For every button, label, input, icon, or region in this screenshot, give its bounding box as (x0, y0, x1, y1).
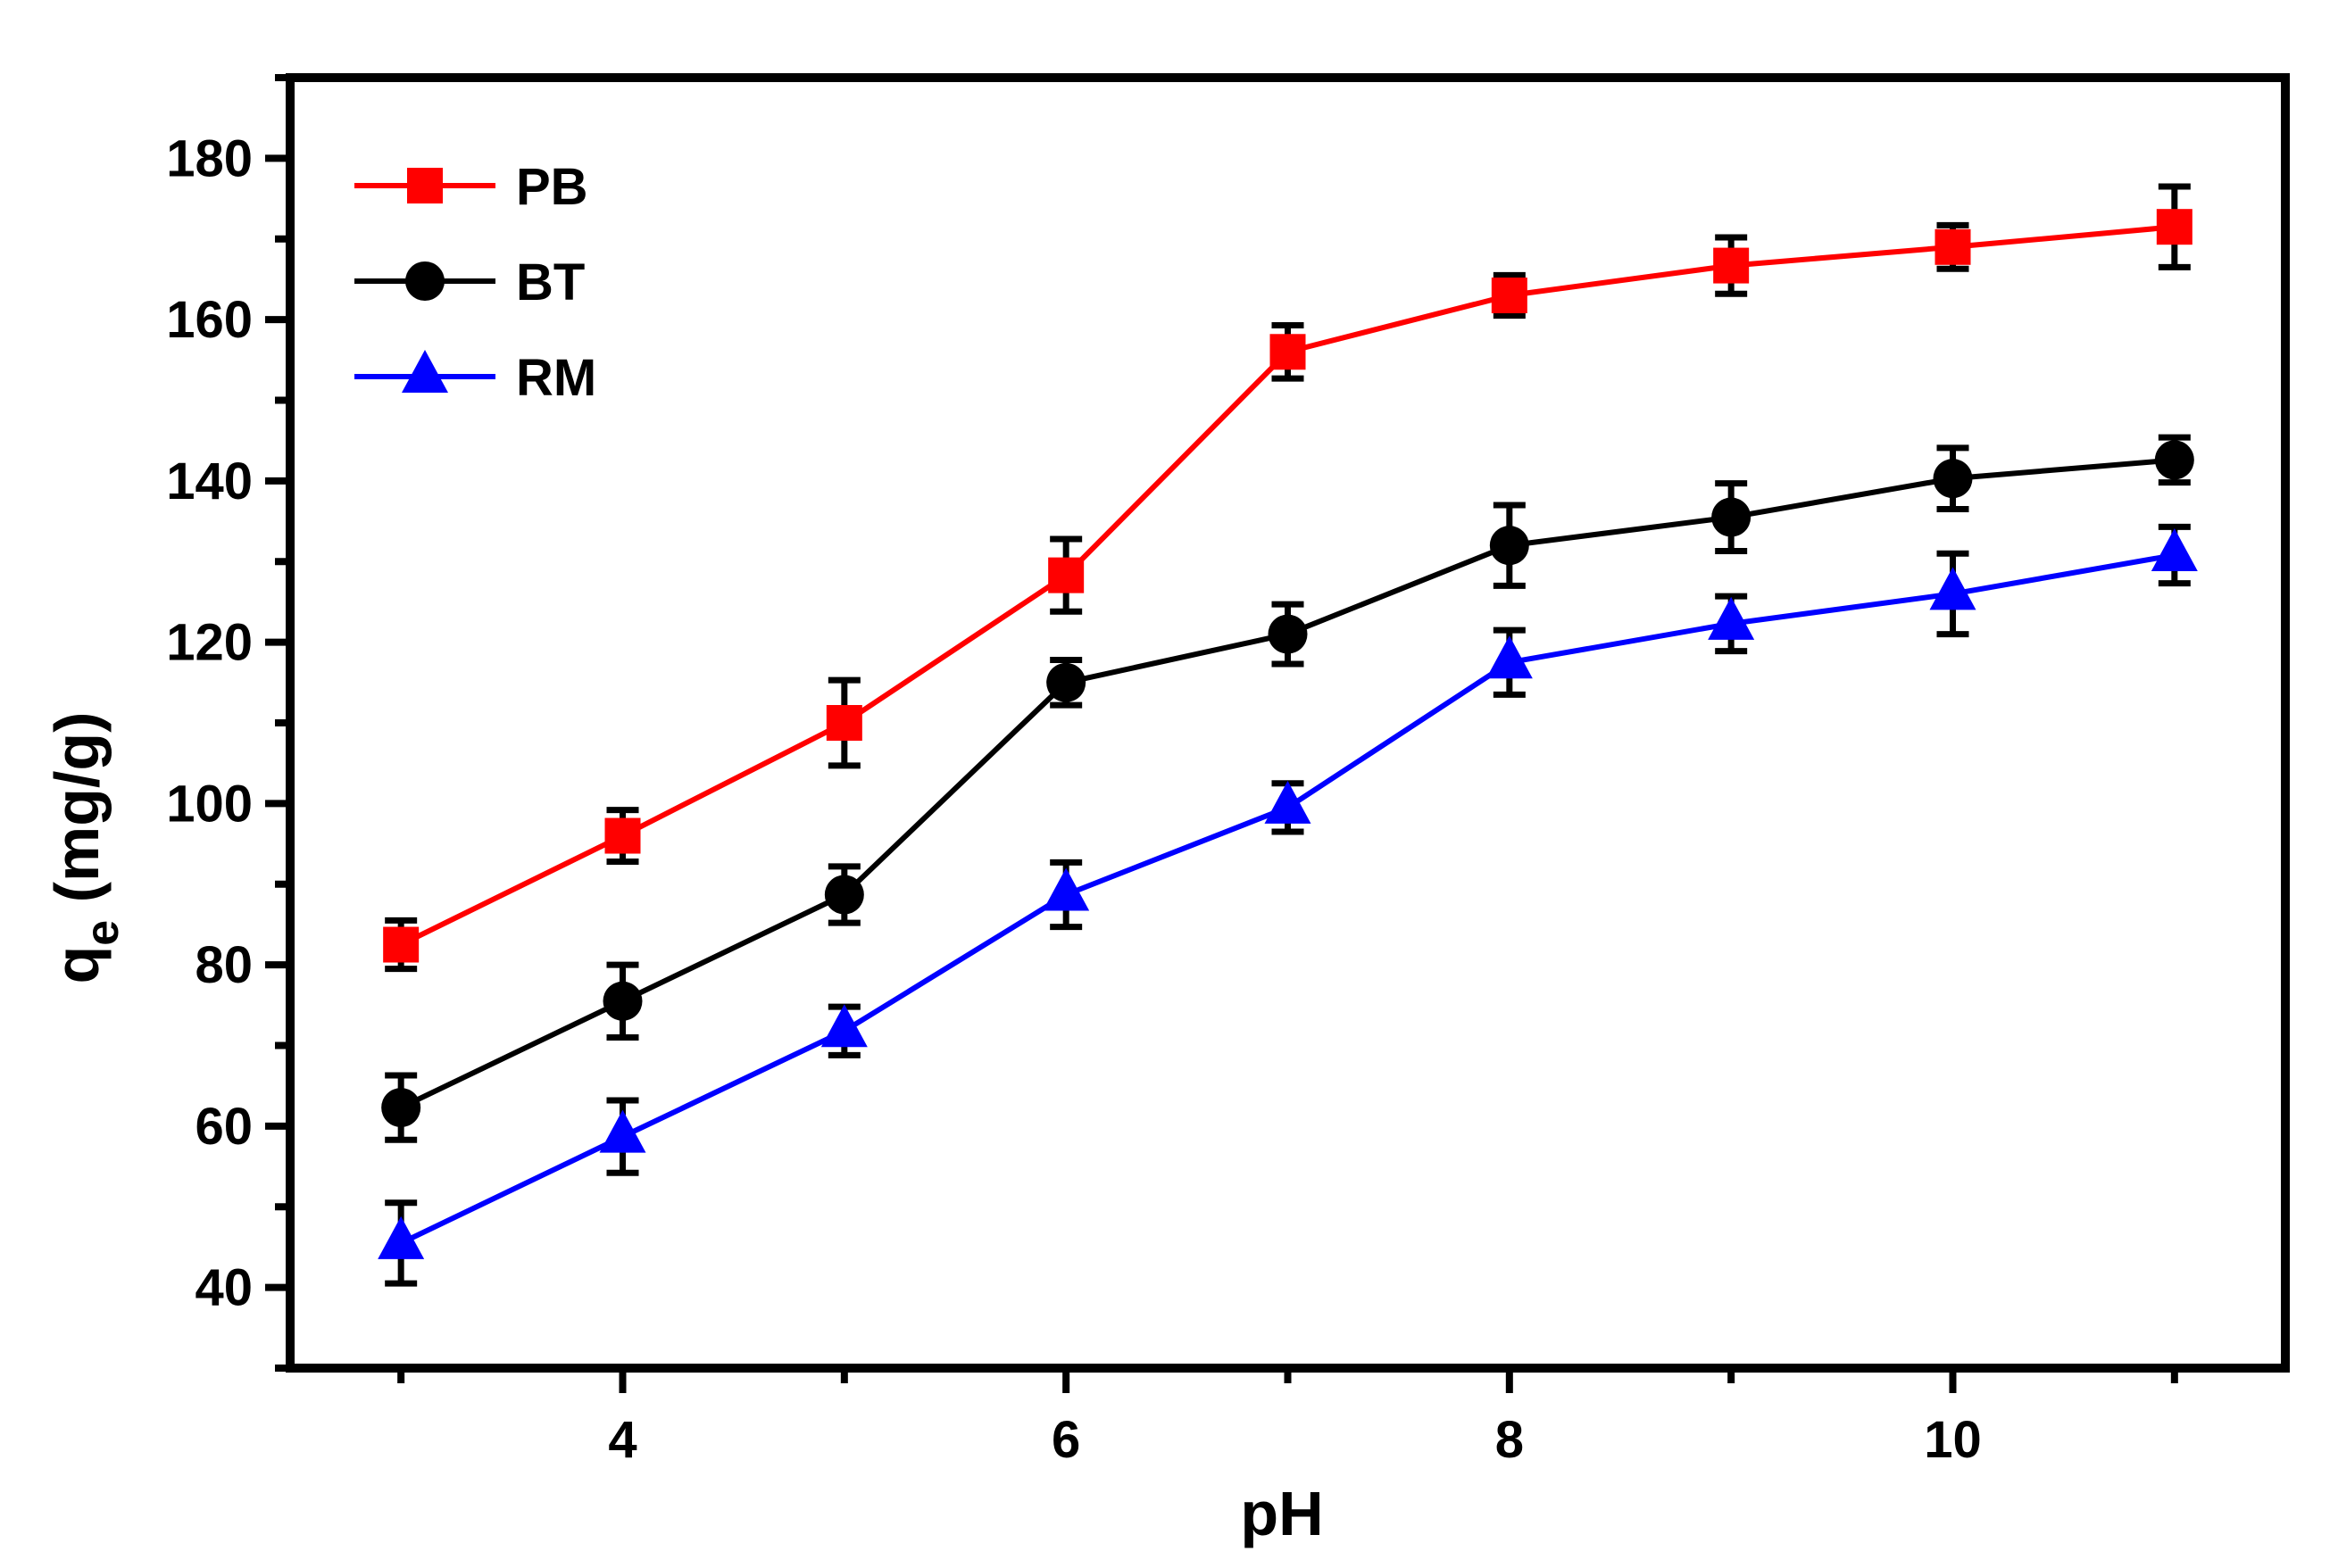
y-tick-label: 120 (166, 614, 253, 672)
data-point (1046, 662, 1086, 702)
x-tick-label: 6 (1052, 1411, 1080, 1469)
data-point (820, 1004, 868, 1048)
series-bt (381, 434, 2194, 1143)
y-axis-title-unit: (mg/g) (42, 712, 112, 920)
axes: 40 60 80 100 120 140 160 180 4 6 8 10 (166, 73, 2290, 1469)
legend-item-pb: PB (354, 158, 588, 216)
data-point (603, 981, 643, 1021)
data-point (1929, 567, 1976, 610)
legend: PB BT RM (354, 158, 596, 407)
data-point (1708, 596, 1755, 640)
x-tick-label: 4 (608, 1411, 637, 1469)
data-point (378, 1215, 425, 1259)
series-rm (378, 523, 2198, 1287)
data-point (1268, 614, 1308, 654)
data-point (1711, 497, 1751, 537)
legend-item-rm: RM (354, 349, 596, 407)
data-point (1048, 557, 1085, 593)
legend-item-bt: BT (354, 253, 585, 311)
y-axis-title-symbol: q (42, 946, 112, 984)
data-point (1269, 334, 1306, 370)
data-point (604, 817, 641, 854)
y-axis-title: qe (mg/g) (42, 712, 129, 984)
plot-series (378, 183, 2198, 1287)
data-point (1491, 278, 1527, 314)
x-axis-title: pH (1240, 1479, 1323, 1548)
legend-marker (407, 168, 443, 203)
data-point (383, 926, 420, 963)
data-point (1933, 459, 1973, 499)
data-point (599, 1109, 646, 1153)
data-point (1934, 228, 1971, 265)
legend-label: BT (516, 253, 585, 311)
legend-marker (402, 350, 448, 393)
x-tick-label: 8 (1495, 1411, 1524, 1469)
data-point (1485, 635, 1533, 679)
y-tick-label: 140 (166, 452, 253, 510)
legend-label: PB (516, 158, 588, 216)
data-point (2156, 209, 2192, 245)
y-tick-label: 100 (166, 775, 253, 833)
x-tick-label: 10 (1924, 1411, 1982, 1469)
data-point (826, 705, 862, 741)
y-tick-label: 80 (195, 936, 253, 994)
y-tick-label: 180 (166, 129, 253, 187)
y-axis-title-subscript: e (77, 920, 129, 946)
data-point (1713, 247, 1750, 284)
y-tick-label: 40 (195, 1259, 253, 1317)
data-point (1264, 780, 1311, 824)
data-point (381, 1088, 421, 1128)
data-point (2151, 528, 2198, 572)
data-point (1043, 867, 1090, 911)
legend-marker (405, 261, 445, 301)
y-tick-label: 60 (195, 1098, 253, 1156)
data-point (1489, 526, 1529, 566)
data-point (824, 875, 864, 915)
series-pb (383, 183, 2192, 973)
legend-label: RM (516, 349, 596, 407)
data-point (2154, 440, 2194, 480)
y-tick-label: 160 (166, 291, 253, 349)
plot-frame (286, 73, 2290, 1373)
